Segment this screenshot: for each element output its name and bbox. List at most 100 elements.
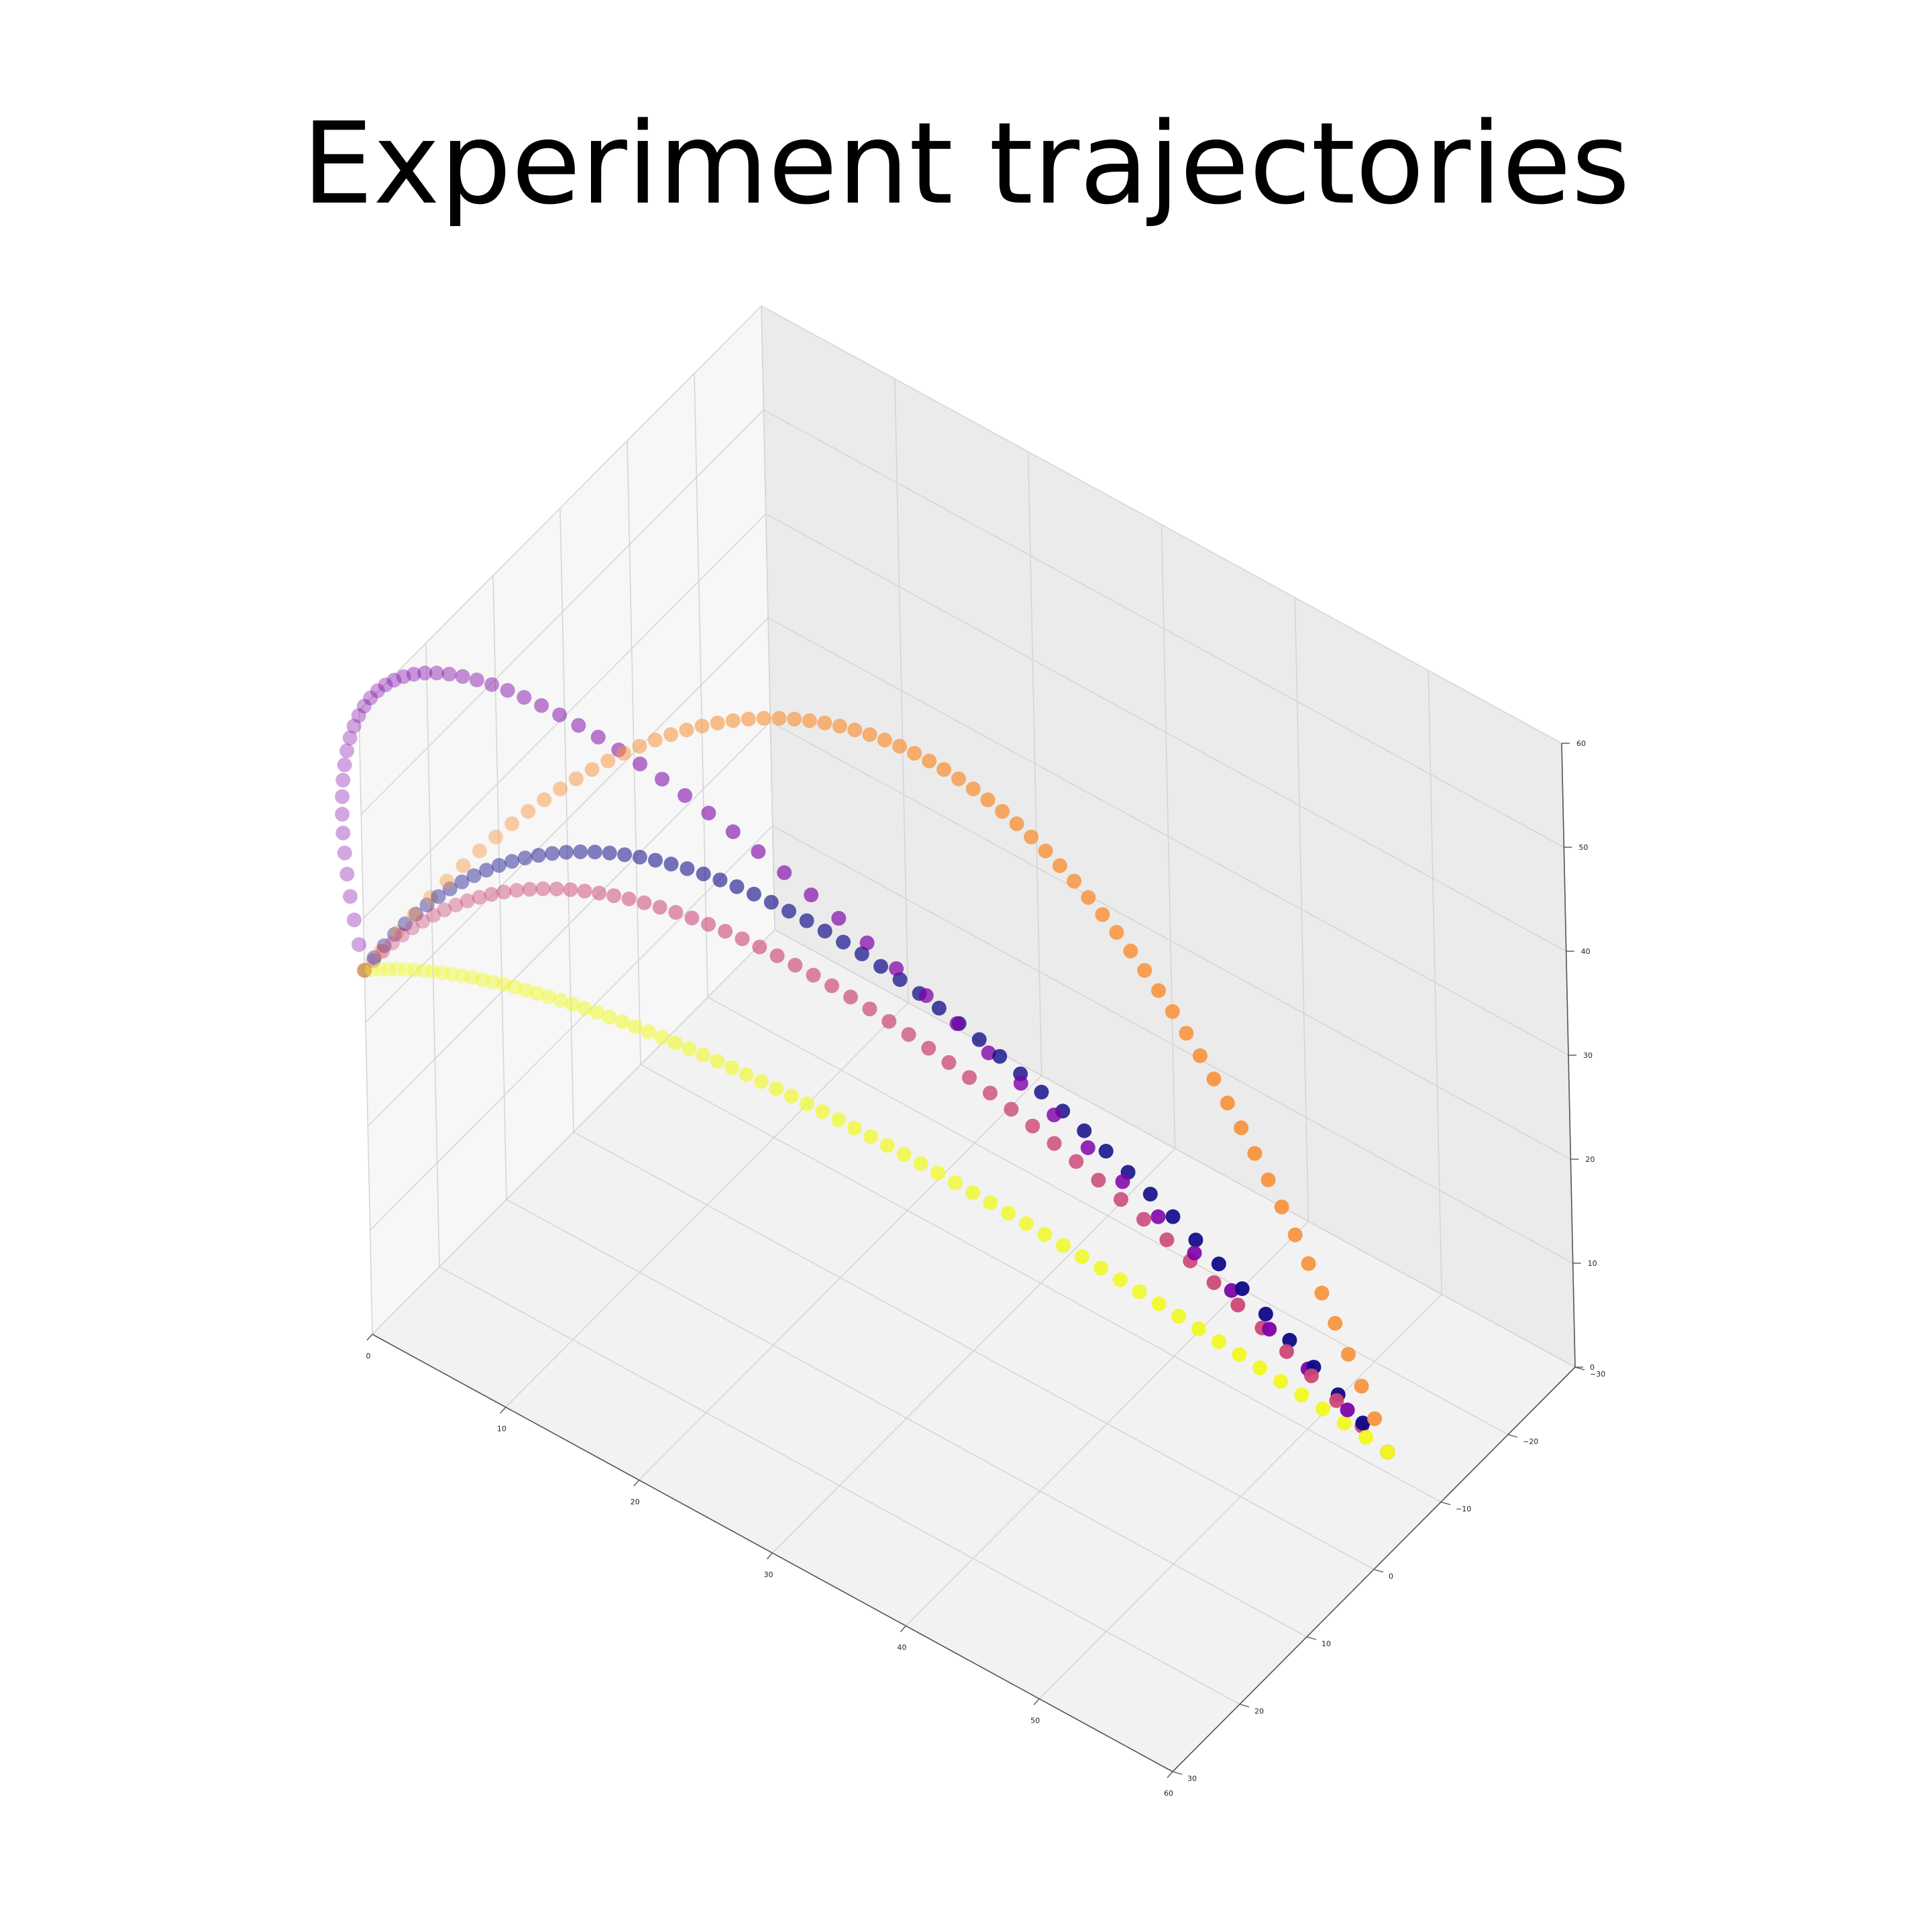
data-point xyxy=(1038,843,1053,859)
data-point xyxy=(879,1138,895,1153)
data-point xyxy=(1151,983,1167,998)
data-point xyxy=(1258,1306,1273,1322)
data-point xyxy=(1234,1281,1250,1296)
data-point xyxy=(460,893,475,908)
data-point xyxy=(862,1001,877,1016)
data-point xyxy=(1329,1393,1344,1408)
data-point xyxy=(1142,1187,1158,1202)
data-point xyxy=(965,1185,980,1200)
data-point xyxy=(357,963,372,978)
data-point xyxy=(517,690,532,705)
data-point xyxy=(442,881,458,897)
data-point xyxy=(847,1120,862,1136)
data-point xyxy=(836,934,851,950)
data-point xyxy=(921,1040,936,1056)
data-point xyxy=(1009,816,1024,832)
x-tick-mark xyxy=(500,1407,506,1414)
gridline-y-floor xyxy=(640,1064,1442,1503)
data-point xyxy=(549,881,564,897)
data-point xyxy=(1179,1026,1194,1041)
y-tick-label: 10 xyxy=(1322,1640,1331,1648)
data-point xyxy=(504,816,520,831)
data-point xyxy=(1069,1154,1084,1169)
data-point xyxy=(881,1014,897,1029)
data-point xyxy=(390,924,405,940)
data-point xyxy=(1080,1140,1095,1155)
y-tick-mark xyxy=(1239,1703,1250,1708)
data-point xyxy=(1234,1120,1249,1136)
data-point xyxy=(616,745,631,761)
data-point xyxy=(484,677,500,692)
gridline-y-floor xyxy=(506,1199,1307,1638)
y-tick-label: −30 xyxy=(1590,1370,1605,1379)
data-point xyxy=(553,781,568,796)
data-point xyxy=(504,853,520,869)
data-point xyxy=(1206,1071,1222,1087)
data-point xyxy=(394,928,410,943)
data-point xyxy=(787,711,802,727)
x-tick-label: 20 xyxy=(631,1497,640,1506)
data-point xyxy=(346,912,362,928)
data-point xyxy=(1230,1297,1246,1313)
data-point xyxy=(751,844,766,859)
data-point xyxy=(918,988,934,1004)
data-point xyxy=(1301,1256,1316,1271)
data-point xyxy=(777,865,792,880)
z-tick-label: 50 xyxy=(1578,843,1588,852)
y-tick-label: −20 xyxy=(1523,1438,1538,1446)
data-point xyxy=(679,722,694,738)
data-point xyxy=(565,996,580,1012)
data-point xyxy=(454,968,470,983)
data-point xyxy=(1187,1245,1202,1260)
data-point xyxy=(799,913,814,928)
gridline-z-back xyxy=(769,721,1571,1160)
data-point xyxy=(668,904,684,920)
data-point xyxy=(712,872,728,888)
data-point xyxy=(521,804,536,819)
data-point xyxy=(746,886,761,902)
data-point xyxy=(663,857,679,872)
data-point xyxy=(718,924,733,939)
data-point xyxy=(951,771,966,786)
data-point xyxy=(1132,1284,1147,1299)
data-point xyxy=(992,1049,1008,1064)
data-point xyxy=(1056,1238,1071,1253)
data-point xyxy=(632,739,647,754)
data-point xyxy=(370,683,385,698)
data-point xyxy=(337,845,352,861)
data-point xyxy=(621,892,637,907)
data-point xyxy=(584,762,600,777)
data-point xyxy=(357,963,372,978)
data-point xyxy=(365,962,380,977)
data-point xyxy=(563,882,578,898)
data-point xyxy=(654,1030,669,1045)
data-point xyxy=(1314,1285,1330,1301)
data-point xyxy=(663,727,679,743)
data-point xyxy=(441,666,457,682)
data-point xyxy=(415,914,431,929)
y-tick-label: 0 xyxy=(1389,1572,1393,1581)
data-point xyxy=(455,669,470,684)
data-point xyxy=(374,943,389,959)
data-point xyxy=(1315,1401,1330,1417)
data-point xyxy=(375,944,390,959)
x-tick-mark xyxy=(633,1479,640,1487)
data-point xyxy=(1304,1368,1320,1383)
data-point xyxy=(931,1000,947,1016)
gridline-z-left xyxy=(363,513,767,919)
data-point xyxy=(558,845,574,860)
data-point xyxy=(1354,1379,1369,1394)
data-point xyxy=(982,1085,998,1101)
data-point xyxy=(1328,1316,1343,1331)
data-point xyxy=(602,845,617,861)
data-point xyxy=(376,938,392,953)
data-point xyxy=(995,804,1010,819)
data-point xyxy=(1211,1256,1226,1272)
data-point xyxy=(1093,1260,1109,1276)
x-tick-mark xyxy=(366,1334,373,1341)
data-point xyxy=(1004,1102,1019,1117)
data-point xyxy=(804,888,819,903)
data-point xyxy=(455,858,471,873)
data-point xyxy=(518,982,533,998)
data-point xyxy=(335,772,351,788)
